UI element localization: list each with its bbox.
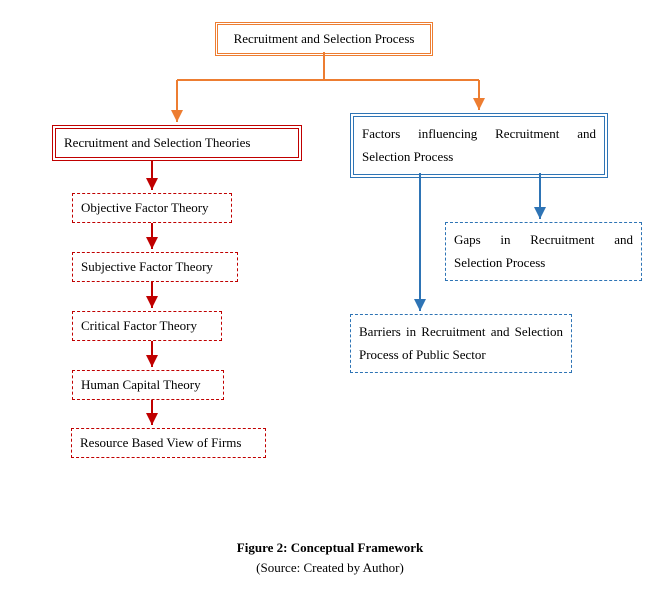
barriers-label: Barriers in Recruitment and Selection Pr… [359,324,563,362]
critical-node: Critical Factor Theory [72,311,222,341]
barriers-node: Barriers in Recruitment and Selection Pr… [350,314,572,373]
theories-label: Recruitment and Selection Theories [64,135,250,150]
caption-source: (Source: Created by Author) [0,560,660,576]
critical-label: Critical Factor Theory [81,318,197,333]
connector-layer [0,0,660,610]
resource-node: Resource Based View of Firms [71,428,266,458]
factors-label: Factors influencing Recruitment and Sele… [362,126,596,164]
human-label: Human Capital Theory [81,377,201,392]
figure-caption: Figure 2: Conceptual Framework (Source: … [0,540,660,576]
root-label: Recruitment and Selection Process [234,31,415,46]
objective-label: Objective Factor Theory [81,200,209,215]
root-node: Recruitment and Selection Process [215,22,433,56]
factors-node: Factors influencing Recruitment and Sele… [350,113,608,178]
gaps-label: Gaps in Recruitment and Selection Proces… [454,232,633,270]
resource-label: Resource Based View of Firms [80,435,241,450]
subjective-node: Subjective Factor Theory [72,252,238,282]
objective-node: Objective Factor Theory [72,193,232,223]
human-node: Human Capital Theory [72,370,224,400]
subjective-label: Subjective Factor Theory [81,259,213,274]
gaps-node: Gaps in Recruitment and Selection Proces… [445,222,642,281]
caption-title: Figure 2: Conceptual Framework [0,540,660,556]
theories-node: Recruitment and Selection Theories [52,125,302,161]
